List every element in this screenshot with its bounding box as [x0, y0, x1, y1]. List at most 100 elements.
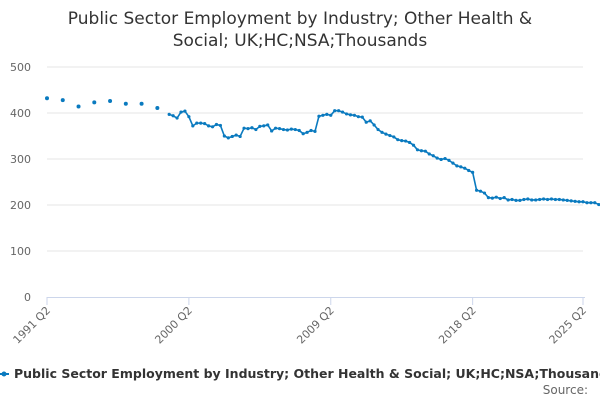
- data-point-annual[interactable]: [60, 98, 65, 103]
- data-point-quarterly[interactable]: [407, 140, 412, 145]
- data-point-quarterly[interactable]: [577, 200, 581, 204]
- data-point-quarterly[interactable]: [270, 129, 274, 133]
- data-point-quarterly[interactable]: [585, 201, 589, 205]
- data-point-quarterly[interactable]: [478, 189, 483, 193]
- data-point-quarterly[interactable]: [549, 197, 554, 201]
- data-point-quarterly[interactable]: [210, 125, 215, 129]
- data-point-quarterly[interactable]: [321, 113, 325, 117]
- data-point-quarterly[interactable]: [206, 124, 211, 128]
- data-point-quarterly[interactable]: [467, 168, 471, 173]
- data-point-quarterly[interactable]: [230, 134, 234, 139]
- data-point-quarterly[interactable]: [545, 197, 550, 202]
- data-point-quarterly[interactable]: [297, 128, 301, 133]
- data-point-quarterly[interactable]: [360, 115, 364, 119]
- data-point-quarterly[interactable]: [384, 132, 388, 136]
- data-point-quarterly[interactable]: [289, 127, 293, 131]
- data-point-quarterly[interactable]: [262, 124, 266, 128]
- data-point-quarterly[interactable]: [530, 198, 534, 202]
- data-point-annual[interactable]: [139, 101, 144, 106]
- data-point-quarterly[interactable]: [285, 128, 290, 132]
- data-point-quarterly[interactable]: [333, 109, 337, 113]
- data-point-quarterly[interactable]: [439, 157, 443, 162]
- data-point-quarterly[interactable]: [368, 119, 372, 123]
- data-point-quarterly[interactable]: [569, 199, 573, 203]
- data-point-quarterly[interactable]: [482, 191, 487, 195]
- legend[interactable]: Public Sector Employment by Industry; Ot…: [0, 366, 600, 381]
- data-point-quarterly[interactable]: [179, 110, 183, 114]
- data-point-quarterly[interactable]: [356, 115, 360, 119]
- data-point-quarterly[interactable]: [573, 199, 577, 203]
- data-point-quarterly[interactable]: [364, 120, 368, 124]
- data-point-quarterly[interactable]: [250, 126, 254, 130]
- data-point-quarterly[interactable]: [506, 198, 510, 202]
- data-point-quarterly[interactable]: [218, 123, 223, 128]
- data-point-quarterly[interactable]: [419, 149, 424, 153]
- data-point-quarterly[interactable]: [447, 158, 451, 162]
- data-point-quarterly[interactable]: [183, 109, 187, 113]
- data-point-annual[interactable]: [123, 101, 128, 106]
- data-point-quarterly[interactable]: [502, 196, 506, 200]
- data-point-quarterly[interactable]: [431, 154, 435, 158]
- data-point-quarterly[interactable]: [340, 110, 345, 114]
- data-point-quarterly[interactable]: [451, 161, 455, 165]
- data-point-quarterly[interactable]: [400, 139, 404, 143]
- data-point-quarterly[interactable]: [557, 197, 561, 202]
- data-point-quarterly[interactable]: [273, 126, 278, 130]
- data-point-annual[interactable]: [108, 99, 113, 104]
- data-point-quarterly[interactable]: [565, 198, 569, 202]
- data-point-quarterly[interactable]: [325, 112, 329, 116]
- data-point-quarterly[interactable]: [597, 202, 600, 207]
- data-point-quarterly[interactable]: [242, 126, 246, 130]
- data-point-quarterly[interactable]: [490, 196, 494, 200]
- data-point-quarterly[interactable]: [561, 198, 565, 202]
- data-point-annual[interactable]: [155, 105, 160, 110]
- data-point-annual[interactable]: [45, 96, 49, 101]
- data-point-quarterly[interactable]: [203, 121, 207, 126]
- data-point-quarterly[interactable]: [329, 113, 333, 117]
- data-point-quarterly[interactable]: [526, 197, 530, 201]
- data-point-quarterly[interactable]: [234, 133, 238, 137]
- data-point-quarterly[interactable]: [388, 133, 392, 138]
- data-point-quarterly[interactable]: [581, 200, 585, 204]
- data-point-quarterly[interactable]: [486, 196, 491, 200]
- data-point-quarterly[interactable]: [423, 149, 427, 153]
- data-point-quarterly[interactable]: [380, 130, 384, 134]
- data-point-quarterly[interactable]: [258, 124, 262, 128]
- data-point-quarterly[interactable]: [396, 138, 400, 142]
- data-point-quarterly[interactable]: [167, 112, 171, 116]
- data-point-quarterly[interactable]: [301, 132, 305, 136]
- data-point-quarterly[interactable]: [392, 135, 396, 139]
- data-point-quarterly[interactable]: [344, 112, 349, 116]
- data-point-quarterly[interactable]: [313, 129, 317, 133]
- data-point-quarterly[interactable]: [443, 156, 447, 161]
- data-point-quarterly[interactable]: [553, 197, 558, 202]
- data-point-quarterly[interactable]: [534, 198, 538, 202]
- data-point-quarterly[interactable]: [175, 116, 179, 120]
- data-point-quarterly[interactable]: [277, 127, 282, 131]
- legend-label[interactable]: Public Sector Employment by Industry; Ot…: [14, 366, 600, 381]
- data-point-quarterly[interactable]: [376, 127, 380, 132]
- data-point-quarterly[interactable]: [498, 196, 502, 201]
- data-point-quarterly[interactable]: [518, 198, 522, 202]
- data-point-quarterly[interactable]: [214, 122, 219, 127]
- data-point-quarterly[interactable]: [593, 201, 597, 205]
- data-point-quarterly[interactable]: [404, 139, 408, 143]
- data-point-quarterly[interactable]: [254, 127, 258, 132]
- data-point-quarterly[interactable]: [471, 170, 475, 174]
- data-point-quarterly[interactable]: [522, 197, 526, 202]
- data-point-quarterly[interactable]: [474, 188, 479, 192]
- data-point-quarterly[interactable]: [281, 127, 286, 132]
- data-point-quarterly[interactable]: [305, 130, 309, 134]
- data-point-quarterly[interactable]: [238, 134, 242, 139]
- data-point-quarterly[interactable]: [455, 164, 459, 168]
- data-point-quarterly[interactable]: [337, 109, 341, 113]
- data-point-quarterly[interactable]: [510, 197, 514, 202]
- data-point-quarterly[interactable]: [538, 197, 542, 202]
- data-point-quarterly[interactable]: [514, 198, 518, 202]
- data-point-quarterly[interactable]: [191, 124, 195, 128]
- data-point-quarterly[interactable]: [195, 121, 199, 125]
- data-point-quarterly[interactable]: [246, 127, 250, 131]
- data-point-quarterly[interactable]: [226, 136, 230, 140]
- data-point-quarterly[interactable]: [199, 121, 203, 125]
- data-point-quarterly[interactable]: [541, 197, 546, 201]
